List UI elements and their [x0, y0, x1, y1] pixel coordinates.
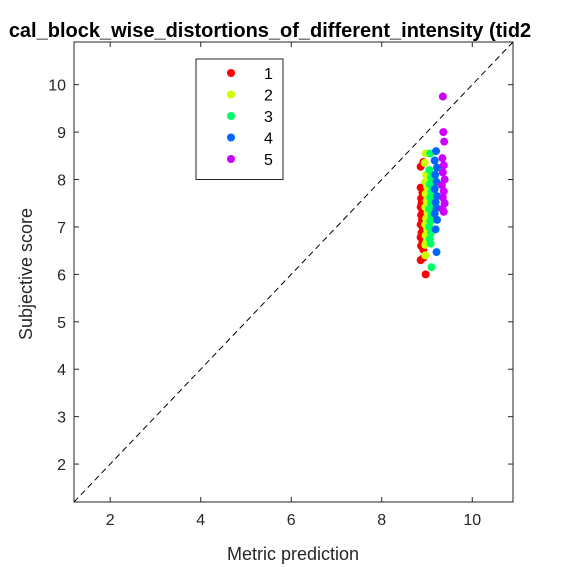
- data-point-series-5: [439, 207, 448, 216]
- data-point-series-4: [430, 185, 439, 194]
- data-point-series-2: [420, 158, 429, 167]
- data-point-series-4: [432, 248, 441, 257]
- y-tick-label: 8: [57, 173, 66, 190]
- legend-marker-2: [227, 90, 235, 99]
- legend-label-1: 1: [264, 66, 273, 83]
- data-point-series-2: [421, 251, 430, 260]
- data-point-series-4: [432, 147, 441, 156]
- x-tick-label: 6: [287, 512, 296, 529]
- axes-box: [73, 41, 514, 503]
- y-tick-label: 2: [57, 457, 66, 474]
- data-point-series-3: [425, 180, 434, 189]
- chart-title: cal_block_wise_distortions_of_different_…: [9, 20, 531, 42]
- legend-label-3: 3: [264, 109, 273, 126]
- y-tick-label: 10: [48, 78, 66, 95]
- legend-marker-5: [227, 155, 235, 163]
- data-point-series-5: [438, 154, 447, 163]
- data-point-series-5: [438, 168, 447, 177]
- legend-marker-1: [227, 69, 235, 77]
- identity-line: [73, 41, 514, 503]
- legend: 1 2 3 4 5: [195, 58, 284, 180]
- legend-box: [195, 58, 284, 180]
- y-tick-label: 6: [57, 267, 66, 284]
- data-point-series-4: [432, 163, 441, 172]
- legend-label-5: 5: [264, 152, 273, 169]
- data-point-series-3: [425, 204, 434, 213]
- legend-marker-3: [227, 112, 235, 120]
- data-point-series-4: [430, 156, 439, 165]
- data-point-series-4: [430, 209, 439, 218]
- data-point-series-3: [426, 239, 435, 248]
- x-tick-label: 10: [463, 512, 481, 529]
- x-tick-label: 2: [106, 512, 115, 529]
- data-point-series-4: [431, 225, 440, 234]
- y-tick-label: 3: [57, 410, 66, 427]
- data-point-series-5: [439, 161, 448, 170]
- plot-area: 2 4 6 8 10 2 3 4 5 6 7 8 9 10: [48, 41, 514, 529]
- data-point-series-1: [421, 270, 430, 279]
- y-tick-label: 5: [57, 315, 66, 332]
- data-point-series-5: [438, 92, 447, 101]
- y-axis-label: Subjective score: [16, 208, 36, 340]
- y-tick-label: 9: [57, 125, 66, 142]
- data-point-series-5: [439, 128, 448, 137]
- legend-label-4: 4: [264, 131, 273, 148]
- data-point-series-3: [427, 263, 436, 272]
- x-tick-label: 4: [196, 512, 205, 529]
- x-axis-label: Metric prediction: [227, 544, 359, 564]
- data-point-series-4: [431, 170, 440, 179]
- data-point-series-5: [440, 137, 449, 146]
- y-tick-label: 4: [57, 362, 66, 379]
- data-point-series-3: [425, 166, 434, 175]
- data-point-series-4: [432, 215, 441, 224]
- data-point-series-5: [439, 187, 448, 196]
- data-point-series-5: [437, 181, 446, 190]
- legend-label-2: 2: [264, 88, 273, 105]
- legend-marker-4: [227, 133, 235, 142]
- y-tick-label: 7: [57, 220, 66, 237]
- x-tick-label: 8: [377, 512, 386, 529]
